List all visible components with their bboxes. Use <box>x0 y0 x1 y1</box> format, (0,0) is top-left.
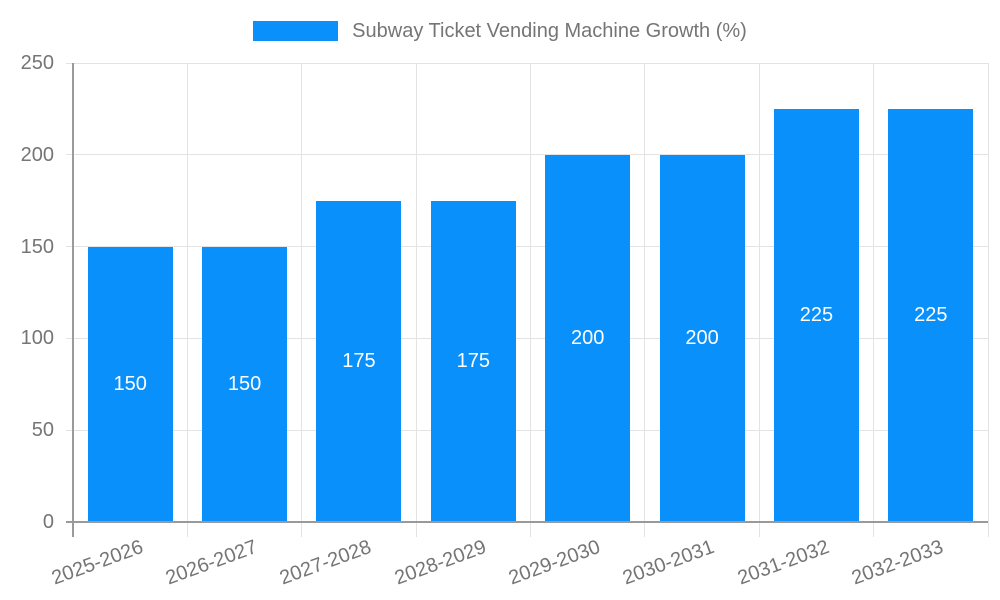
x-axis-tick-label: 2026-2027 <box>162 536 261 590</box>
y-axis-tick-label: 50 <box>31 419 54 442</box>
legend-label: Subway Ticket Vending Machine Growth (%) <box>352 20 747 42</box>
bar-value-label: 150 <box>113 373 147 396</box>
bar-value-label: 175 <box>456 350 490 373</box>
bar[interactable]: 225 <box>888 108 974 522</box>
x-axis-tick-label: 2029-2030 <box>505 536 604 590</box>
x-axis-tick-label: 2030-2031 <box>620 536 718 590</box>
plot-area: 0 50 100 150 200 250 2025-2026 2026-2027 2027-2… <box>21 52 989 589</box>
x-axis-labels: 2025-2026 2026-2027 2027-2028 2028-2029 2029… <box>48 528 988 600</box>
h-gridline <box>66 62 988 64</box>
x-axis-tick-label: 2028-2029 <box>391 536 489 590</box>
y-axis-labels: 0 50 100 150 200 250 <box>0 52 60 533</box>
bar-value-label: 225 <box>914 304 948 327</box>
bar[interactable]: 150 <box>202 246 288 522</box>
bar-value-label: 150 <box>227 373 262 396</box>
y-axis-tick-label: 0 <box>42 511 54 533</box>
v-gridline <box>644 63 646 537</box>
x-axis-tick-label: 2025-2026 <box>48 536 146 590</box>
v-gridline <box>873 63 875 537</box>
bar[interactable]: 200 <box>545 154 631 522</box>
x-axis-tick-label: 2027-2028 <box>277 536 375 590</box>
v-gridline <box>530 63 531 537</box>
y-axis-tick-label: 100 <box>20 327 54 350</box>
h-gridline <box>66 429 988 431</box>
v-gridline <box>186 63 188 537</box>
y-axis-tick-label: 250 <box>20 52 54 74</box>
v-gridline <box>301 63 303 537</box>
bar[interactable]: 200 <box>659 154 745 522</box>
legend-swatch-icon <box>253 21 339 41</box>
bar[interactable]: 150 <box>87 246 173 522</box>
h-gridline <box>66 154 988 156</box>
bar-value-label: 200 <box>571 327 605 350</box>
bar[interactable]: 175 <box>316 200 402 522</box>
bar[interactable]: 175 <box>430 200 516 522</box>
bar-value-label: 175 <box>342 350 376 373</box>
x-axis-tick-label: 2032-2033 <box>848 536 947 590</box>
v-gridline <box>987 63 989 537</box>
x-axis-tick-label: 2031-2032 <box>734 536 832 590</box>
chart-legend[interactable]: Subway Ticket Vending Machine Growth (%) <box>0 20 1000 42</box>
bar-value-label: 200 <box>685 327 719 350</box>
h-gridline <box>66 337 988 339</box>
v-gridline <box>415 63 417 537</box>
y-axis-tick-label: 150 <box>20 235 54 258</box>
bar[interactable]: 225 <box>773 108 859 522</box>
x-axis-line <box>66 521 988 523</box>
y-axis-line <box>72 63 74 537</box>
h-gridline <box>66 246 988 248</box>
y-axis-tick-label: 200 <box>20 143 54 166</box>
bar-value-label: 225 <box>799 304 834 327</box>
v-gridline <box>758 63 760 537</box>
